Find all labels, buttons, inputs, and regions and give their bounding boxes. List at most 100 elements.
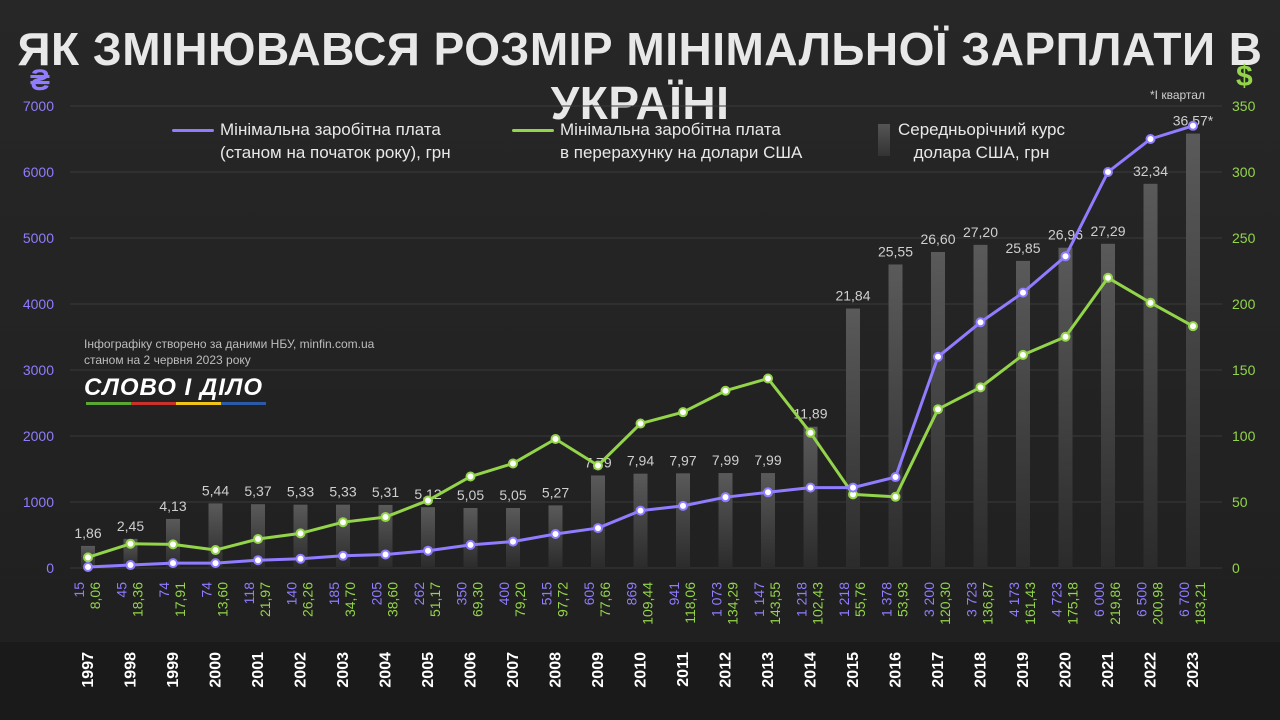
uah-value-label: 6 500 [1134,582,1150,617]
point-uah [83,562,93,573]
bar-label: 27,29 [1090,223,1125,239]
bar-label: 1,86 [74,525,101,541]
bar [1058,247,1073,568]
point-uah [465,539,476,550]
bar-label: 5,05 [499,487,526,503]
dollar-icon: $ [1236,60,1253,93]
point-uah [550,529,561,540]
uah-value-label: 6 700 [1176,582,1192,617]
footnote: *І квартал [1150,88,1205,102]
year-label: 2018 [973,652,990,688]
point-uah [720,492,731,503]
logo-stripe-yellow [176,402,221,405]
bar-label: 5,37 [244,483,271,499]
year-label: 2007 [505,652,522,688]
point-usd [168,539,178,550]
point-uah [933,351,943,362]
point-usd [338,517,348,528]
point-usd [253,533,263,544]
right-tick-label: 200 [1232,296,1256,312]
year-label: 2012 [718,652,735,688]
usd-value-label: 134,29 [725,582,741,625]
usd-value-label: 38,60 [385,582,401,617]
bar [761,473,775,568]
year-label: 2002 [293,652,310,688]
point-uah [168,558,178,569]
point-usd [508,458,518,469]
point-usd [635,418,646,429]
uah-value-label: 4 173 [1006,582,1022,617]
point-usd [1103,272,1113,283]
usd-value-label: 118,06 [682,582,698,624]
legend-bars: Середньорічний курс долара США, грн [898,118,1065,164]
point-usd [465,471,476,482]
legend-bars-line1: Середньорічний курс [898,120,1065,139]
bar-label: 25,85 [1005,240,1040,256]
year-label: 2009 [590,652,607,688]
legend-green-swatch [512,129,554,132]
right-tick-label: 250 [1232,230,1256,246]
bar [718,473,733,568]
uah-value-label: 6 000 [1091,582,1107,617]
usd-value-label: 17,91 [172,582,188,617]
usd-value-label: 18,36 [130,582,146,617]
uah-value-label: 74 [199,582,215,598]
year-label: 2017 [930,652,947,688]
point-usd [763,373,773,384]
point-usd [678,407,688,418]
point-uah [1103,167,1113,177]
source-line1: Інфографіку створено за даними НБУ, minf… [84,337,375,351]
usd-value-label: 161,43 [1022,582,1038,625]
legend-green-line2: в перерахунку на долари США [560,143,803,162]
year-label: 2004 [378,652,395,688]
bar-label: 4,13 [159,498,186,514]
bar-label: 7,99 [754,452,781,468]
point-usd [83,552,93,563]
point-uah [678,500,688,511]
bar [1143,183,1158,569]
point-uah [848,482,858,493]
year-label: 2013 [760,652,777,688]
usd-value-label: 69,30 [470,582,486,617]
legend-purple-line2: (станом на початок року), грн [220,143,451,162]
usd-value-label: 77,66 [597,582,613,617]
point-uah [253,555,263,566]
bar-label: 21,84 [835,288,870,304]
year-label: 2008 [548,652,565,688]
uah-value-label: 869 [624,582,640,606]
point-uah [1145,134,1156,144]
year-label: 2001 [250,652,267,688]
logo-stripe-blue [221,402,266,405]
chart-title: ЯК ЗМІНЮВАВСЯ РОЗМІР МІНІМАЛЬНОЇ ЗАРПЛАТ… [17,23,1263,129]
usd-value-label: 26,26 [300,582,316,617]
bar-label: 25,55 [878,243,913,259]
year-label: 2020 [1058,652,1075,688]
point-uah [1188,120,1198,131]
usd-value-label: 8,06 [87,582,103,609]
year-band [0,642,1280,720]
left-tick-label: 5000 [23,230,54,246]
usd-value-label: 143,55 [767,582,783,625]
usd-value-label: 53,93 [895,582,911,617]
uah-value-label: 1 218 [794,582,810,617]
point-uah [635,505,646,516]
uah-value-label: 605 [581,582,597,606]
bar [463,508,478,568]
point-uah [338,550,348,561]
bar [888,264,903,568]
point-usd [295,528,306,539]
logo-stripe-green [86,402,131,405]
bar-label: 11,89 [794,406,828,422]
usd-value-label: 21,97 [257,582,273,617]
year-label: 1998 [123,652,140,688]
year-label: 2022 [1143,652,1160,688]
point-uah [763,487,773,498]
left-tick-label: 6000 [23,164,54,180]
uah-value-label: 515 [539,582,555,606]
point-usd [1018,349,1028,360]
usd-value-label: 109,44 [640,582,656,625]
point-usd [890,491,901,502]
uah-value-label: 118 [241,582,257,605]
right-tick-label: 350 [1232,98,1256,114]
point-uah [1018,287,1028,298]
